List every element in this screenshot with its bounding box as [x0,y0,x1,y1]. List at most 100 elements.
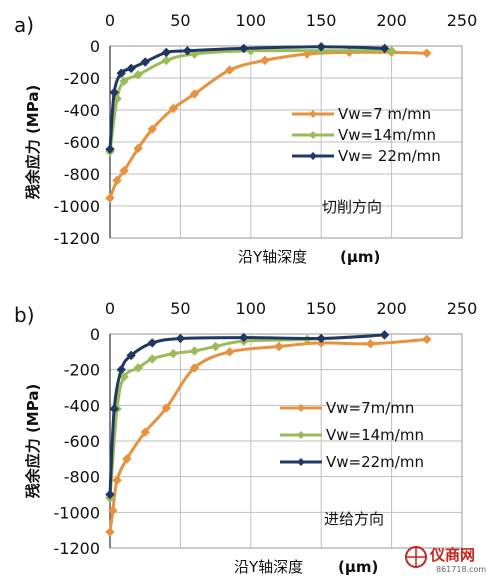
data-point [147,354,157,364]
data-point [189,89,200,99]
legend-label: Vw=14m/mn [326,426,424,444]
data-point [379,330,390,340]
data-point [422,334,432,345]
series-3 [105,42,390,154]
y-tick-label: -1200 [54,229,101,248]
data-point [112,175,122,186]
data-point [112,475,122,485]
y-tick-label: -200 [64,361,100,380]
legend-swatch-marker [309,131,317,139]
y-tick-label: -1000 [54,197,101,216]
chart-panel-a: 0 50 100 150 200 250 0 -200 -400 -600 -800 -1000 -12… [14,11,477,266]
y-tick-label: -600 [64,432,100,451]
x-tick-label: 50 [170,11,190,30]
data-point [119,76,129,86]
data-point [147,124,157,134]
legend-entry: Vw=22m/mn [280,453,424,471]
data-point [140,427,150,437]
data-point [140,57,150,67]
data-point [189,346,200,356]
y-tick-label: 0 [90,37,100,56]
direction-annotation: 进给方向 [324,510,384,528]
data-point [147,338,157,348]
data-point [168,348,179,359]
legend-swatch-marker [297,431,305,439]
data-point [260,55,270,66]
data-point [105,144,115,154]
data-point [133,143,143,154]
legend-swatch-marker [309,152,317,160]
legend-label: Vw= 22m/mn [338,147,441,165]
x-axis-unit: (μm) [338,558,378,576]
data-point [161,47,172,58]
x-axis-label: 沿Y轴深度 [238,248,307,266]
data-point [316,42,326,52]
legend-entry: Vw=7 m/mn [292,105,431,123]
data-point [168,103,179,114]
data-point [133,363,143,373]
data-point [105,193,115,203]
watermark-logo: 仪商网 861718.com [405,546,486,574]
x-tick-label: 0 [105,11,115,30]
data-point [126,350,136,361]
data-point [116,364,126,375]
legend-label: Vw=7m/mn [326,399,414,417]
x-axis-unit: (μm) [340,248,380,266]
x-tick-label: 200 [376,11,407,30]
x-tick-label: 250 [447,11,478,30]
x-tick-label: 100 [236,299,267,318]
legend-swatch-marker [309,110,317,118]
data-point [116,68,126,78]
panel-label: a) [14,13,34,37]
watermark-brand: 仪商网 [429,546,475,564]
y-axis-label: 残余应力 (MPa) [24,384,42,499]
y-tick-label: -200 [64,69,100,88]
legend-entry: Vw=14m/mn [292,126,436,144]
series-line [108,45,385,150]
data-point [422,48,432,58]
data-point [239,43,249,54]
data-point [161,403,172,413]
legend-swatch-marker [297,404,305,412]
data-point [224,347,235,357]
x-tick-label: 250 [447,299,478,318]
x-tick-label: 100 [236,11,267,30]
x-tick-label: 0 [105,299,115,318]
data-point [122,454,132,464]
data-point [379,43,390,54]
series-1 [105,47,432,203]
data-point [105,489,115,500]
legend-swatch-marker [297,458,305,466]
x-tick-label: 150 [306,299,337,318]
data-point [126,63,136,74]
x-tick-label: 50 [170,299,190,318]
x-tick-label: 200 [376,299,407,318]
data-point [109,404,119,414]
data-point [109,87,119,98]
y-tick-label: -1000 [54,503,101,522]
data-point [161,55,172,66]
watermark-url: 861718.com [436,565,486,574]
data-point [119,166,129,176]
data-point [182,46,193,56]
y-tick-label: -400 [64,396,100,415]
data-point [189,363,200,373]
data-point [239,332,249,343]
data-point [175,333,186,344]
data-point [365,339,376,349]
y-axis-label: 残余应力 (MPa) [24,85,42,200]
data-point [210,341,221,352]
data-point [108,505,118,516]
data-point [119,372,129,382]
y-tick-label: 0 [90,325,100,344]
data-point [224,65,235,75]
y-tick-label: -400 [64,101,100,120]
data-point [386,46,397,56]
series-3 [105,330,390,500]
y-tick-label: -1200 [54,539,101,558]
y-tick-label: -800 [64,165,100,184]
legend-entry: Vw=7m/mn [280,399,414,417]
legend-label: Vw=7 m/mn [338,105,431,123]
y-tick-label: -800 [64,468,100,487]
